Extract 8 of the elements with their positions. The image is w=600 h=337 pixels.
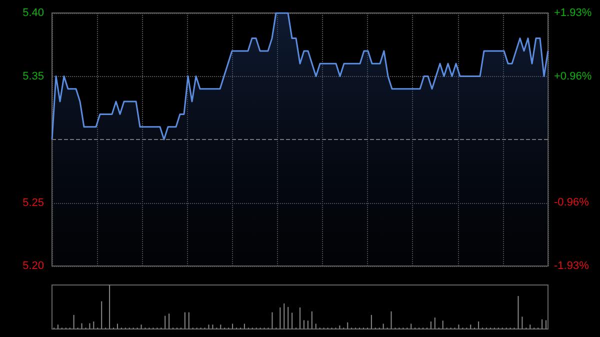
y-tick-label: 5.25 — [22, 196, 44, 209]
y-tick-label: 5.35 — [22, 70, 44, 82]
y2-tick-label: -0.96% — [554, 196, 590, 208]
y-tick-label: 5.20 — [22, 260, 44, 272]
y2-tick-label: +1.93% — [554, 7, 592, 19]
y2-tick-label: -1.93% — [554, 260, 590, 272]
y2-tick-label: +0.96% — [554, 70, 592, 83]
y-tick-label: 5.40 — [22, 7, 44, 19]
